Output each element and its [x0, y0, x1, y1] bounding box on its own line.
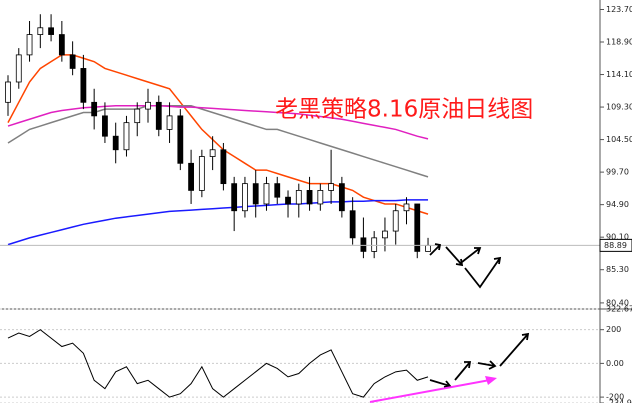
candle-body: [392, 210, 399, 232]
candle-body: [80, 68, 87, 103]
moving-average: [7, 54, 429, 215]
y-tick-label: 123.70: [606, 5, 632, 14]
candle-body: [58, 34, 65, 56]
candle-body: [328, 183, 335, 191]
y-tick-label: 90.10: [606, 233, 629, 242]
candle-body: [198, 156, 205, 191]
moving-average: [7, 104, 429, 140]
y-tick-label: 109.30: [606, 103, 632, 112]
candle-body: [91, 101, 98, 117]
y-tick-label: 322.67: [606, 305, 632, 314]
candle-body: [414, 203, 421, 252]
candle-body: [263, 183, 270, 205]
y-tick-label: 0.00: [606, 359, 624, 368]
last-price-box: [599, 238, 632, 252]
y-tick-label: -234.94: [606, 399, 632, 404]
y-tick-label: 85.30: [606, 265, 629, 274]
candle-body: [295, 190, 302, 205]
candle-body: [317, 190, 324, 205]
candle-body: [231, 183, 238, 212]
y-tick-label: 104.50: [606, 135, 632, 144]
forecast-arrows: [429, 243, 530, 388]
pink-arrow: [369, 376, 497, 403]
candle-body: [274, 183, 281, 198]
y-tick-label: 114.10: [606, 70, 632, 79]
candle-body: [69, 54, 76, 69]
candle-body: [134, 108, 141, 124]
y-tick-label: 80.40: [606, 298, 629, 307]
candle-body: [209, 149, 216, 157]
candle-body: [145, 101, 151, 110]
last-price-label: 88.89: [604, 241, 627, 250]
moving-average: [7, 104, 429, 178]
candle-body: [306, 190, 313, 205]
moving-average: [7, 199, 429, 246]
candle-body: [220, 149, 227, 185]
candle-body: [338, 183, 345, 212]
candle-body: [252, 183, 259, 205]
y-tick-label: 200: [606, 325, 621, 334]
y-tick-label: 99.70: [606, 168, 629, 177]
y-tick-label: 118.90: [606, 38, 632, 47]
candle-body: [188, 162, 194, 191]
candle-body: [242, 183, 248, 212]
candle-body: [177, 115, 184, 164]
candle-body: [349, 210, 356, 239]
candle-body: [403, 203, 410, 212]
y-tick-label: 94.90: [606, 200, 629, 209]
candle-body: [155, 101, 162, 130]
oscillator-line: [7, 329, 429, 398]
annotation: 老黑策略8.16原油日线图: [275, 97, 533, 123]
candle-body: [112, 135, 119, 151]
y-tick-label: -200: [606, 393, 624, 402]
candle-body: [360, 237, 367, 252]
candle-body: [371, 237, 378, 252]
candle-body: [26, 34, 33, 56]
candle-body: [15, 54, 22, 83]
candle-body: [48, 27, 54, 35]
candle-body: [5, 81, 11, 103]
candle-body: [123, 122, 130, 151]
candle-body: [37, 27, 44, 35]
candle-body: [102, 115, 108, 137]
candle-body: [382, 230, 388, 239]
candle-body: [285, 196, 291, 205]
candle-body: [425, 244, 431, 252]
candle-body: [166, 115, 173, 130]
